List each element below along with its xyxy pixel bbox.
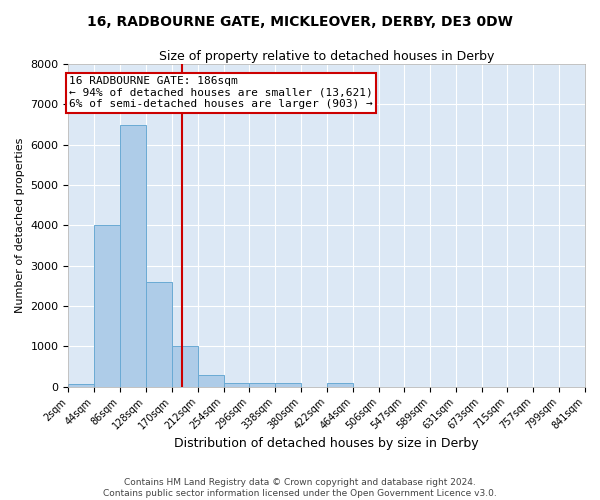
Bar xyxy=(120,124,146,386)
Text: 16 RADBOURNE GATE: 186sqm
← 94% of detached houses are smaller (13,621)
6% of se: 16 RADBOURNE GATE: 186sqm ← 94% of detac… xyxy=(69,76,373,110)
Bar xyxy=(146,282,172,387)
X-axis label: Distribution of detached houses by size in Derby: Distribution of detached houses by size … xyxy=(175,437,479,450)
Bar xyxy=(275,384,301,386)
Text: Contains HM Land Registry data © Crown copyright and database right 2024.
Contai: Contains HM Land Registry data © Crown c… xyxy=(103,478,497,498)
Text: 16, RADBOURNE GATE, MICKLEOVER, DERBY, DE3 0DW: 16, RADBOURNE GATE, MICKLEOVER, DERBY, D… xyxy=(87,15,513,29)
Bar xyxy=(94,226,120,386)
Bar xyxy=(327,382,353,386)
Bar xyxy=(198,374,224,386)
Bar xyxy=(68,384,94,386)
Bar xyxy=(250,382,275,386)
Bar xyxy=(224,382,250,386)
Y-axis label: Number of detached properties: Number of detached properties xyxy=(15,138,25,313)
Bar xyxy=(172,346,198,387)
Title: Size of property relative to detached houses in Derby: Size of property relative to detached ho… xyxy=(159,50,494,63)
